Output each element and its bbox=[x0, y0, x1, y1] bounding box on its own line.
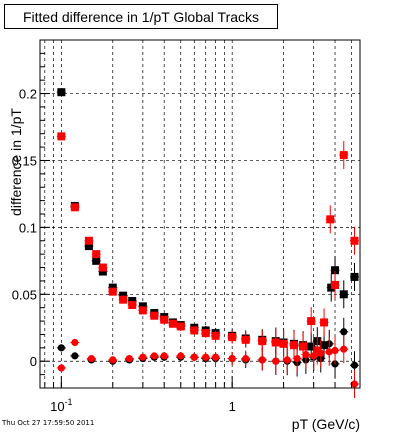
data-point-circle bbox=[109, 356, 117, 364]
axes: 0 0.05 0.1 0.15 0.2 10-1 1 bbox=[12, 39, 361, 414]
timestamp: Thu Oct 27 17:59:50 2011 bbox=[2, 419, 95, 427]
data-point-circle bbox=[302, 350, 310, 359]
data-point-circle bbox=[125, 354, 133, 363]
data-point-circle bbox=[228, 354, 236, 363]
data-point-square bbox=[326, 215, 335, 224]
data-point-circle bbox=[212, 353, 220, 361]
data-point-square bbox=[201, 329, 210, 338]
data-point-square bbox=[84, 236, 93, 245]
data-point-square bbox=[241, 335, 250, 344]
x-tick-label: 1 bbox=[229, 399, 236, 414]
data-point-square bbox=[350, 272, 359, 281]
data-point-square bbox=[150, 311, 159, 320]
grid-lines bbox=[40, 40, 360, 388]
data-point-circle bbox=[87, 354, 96, 363]
data-point-square bbox=[258, 337, 267, 346]
data-point-circle bbox=[293, 354, 301, 363]
data-point-square bbox=[211, 331, 220, 340]
data-point-circle bbox=[272, 357, 280, 365]
data-point-circle bbox=[350, 380, 359, 388]
data-point-square bbox=[138, 306, 147, 315]
x-tick-label: 10-1 bbox=[50, 397, 72, 414]
data-point-square bbox=[138, 302, 147, 311]
data-point-square bbox=[168, 319, 177, 328]
data-point-circle bbox=[317, 349, 325, 357]
data-point-square bbox=[190, 326, 199, 335]
y-axis-label: difference in 1/pT bbox=[8, 108, 24, 216]
data-point-square bbox=[228, 333, 237, 342]
data-point-square bbox=[331, 280, 340, 289]
x-axis-label: pT (GeV/c) bbox=[292, 416, 360, 432]
data-point-circle bbox=[150, 352, 158, 360]
data-point-square bbox=[119, 295, 128, 304]
data-point-circle bbox=[71, 338, 79, 347]
data-point-square bbox=[350, 236, 359, 245]
data-point-square bbox=[307, 342, 316, 351]
data-point-square bbox=[57, 132, 66, 141]
data-point-square bbox=[92, 250, 101, 259]
data-point-circle bbox=[190, 353, 198, 361]
data-point-square bbox=[98, 267, 107, 276]
chart-title: Fitted difference in 1/pT Global Tracks bbox=[4, 4, 278, 29]
data-point-square bbox=[108, 283, 117, 292]
data-point-square bbox=[92, 256, 101, 265]
data-point-circle bbox=[139, 353, 147, 361]
data-point-square bbox=[331, 266, 340, 275]
data-point-circle bbox=[202, 353, 210, 361]
data-point-circle bbox=[242, 354, 250, 363]
data-point-square bbox=[299, 342, 308, 351]
data-point-square bbox=[119, 291, 128, 300]
data-point-square bbox=[57, 88, 66, 97]
data-point-square bbox=[320, 341, 329, 350]
data-point-square bbox=[313, 346, 322, 355]
data-point-square bbox=[279, 339, 288, 348]
data-point-square bbox=[108, 287, 117, 296]
data-point-circle bbox=[258, 356, 266, 364]
data-point-circle bbox=[310, 352, 318, 360]
data-point-square bbox=[339, 151, 348, 160]
data-point-square bbox=[320, 318, 329, 327]
data-point-square bbox=[98, 263, 107, 272]
data-point-square bbox=[339, 290, 348, 299]
data-point-circle bbox=[57, 364, 65, 372]
data-point-circle bbox=[283, 356, 291, 364]
data-point-square bbox=[176, 322, 185, 331]
data-point-circle bbox=[331, 346, 339, 355]
data-marks bbox=[56, 88, 360, 398]
y-tick-label: 0.05 bbox=[12, 287, 37, 302]
data-point-circle bbox=[177, 352, 185, 360]
data-point-square bbox=[70, 203, 79, 212]
data-point-square bbox=[160, 315, 169, 324]
data-point-circle bbox=[340, 345, 348, 353]
data-point-square bbox=[128, 297, 137, 305]
data-point-circle bbox=[340, 328, 348, 336]
y-tick-label: 0.1 bbox=[19, 220, 37, 235]
y-tick-label: 0.15 bbox=[12, 153, 37, 168]
data-point-square bbox=[289, 341, 298, 350]
y-tick-label: 0 bbox=[30, 354, 37, 369]
data-point-circle bbox=[160, 352, 168, 360]
data-point-circle bbox=[350, 361, 359, 369]
data-point-square bbox=[271, 338, 280, 347]
data-point-circle bbox=[57, 344, 65, 352]
data-point-square bbox=[128, 301, 137, 310]
y-tick-label: 0.2 bbox=[19, 87, 37, 102]
data-point-circle bbox=[71, 352, 79, 360]
data-point-square bbox=[307, 317, 316, 326]
data-point-square bbox=[84, 242, 93, 251]
plot-frame bbox=[39, 39, 361, 389]
